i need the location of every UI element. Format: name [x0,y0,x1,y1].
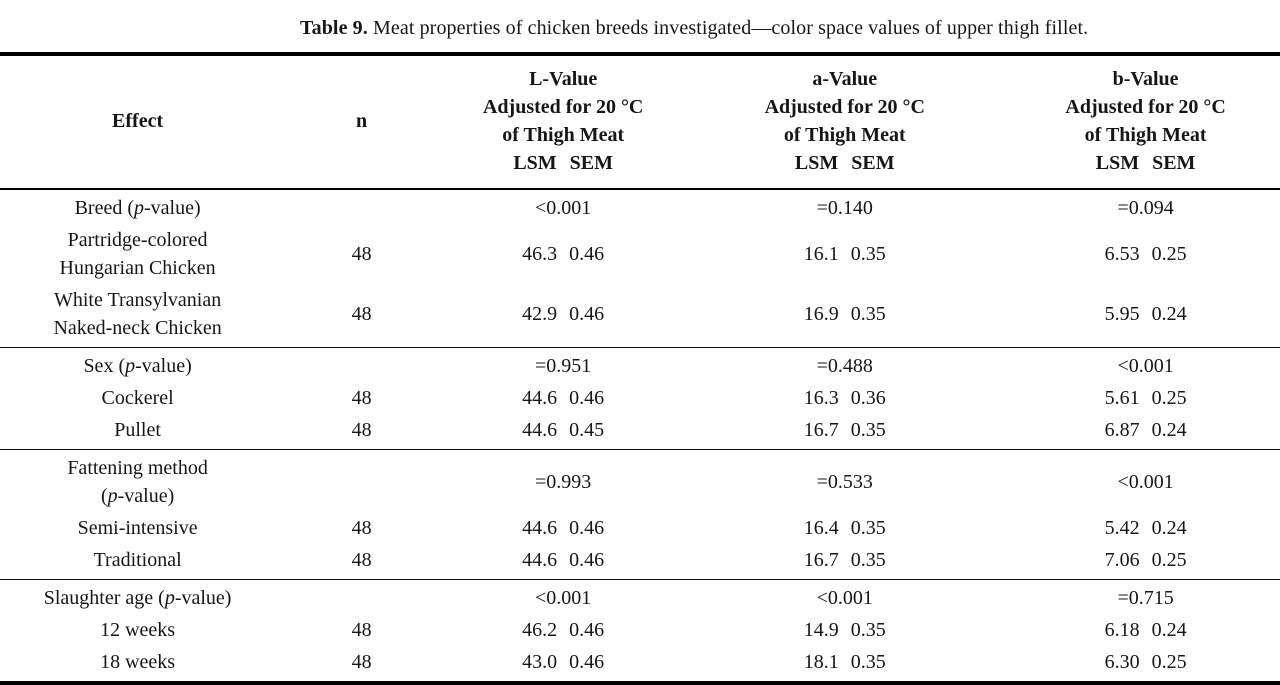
b-cell: 6.53 0.25 [1104,243,1187,265]
table-row-sex-pvalue: Sex (p-value) =0.951 =0.488 <0.001 [0,348,1280,383]
a-pvalue-cell: =0.533 [816,471,873,493]
table-row-semi-intensive: Semi-intensive 48 44.6 0.46 16.4 0.35 5.42… [0,512,1280,544]
n-cell: 48 [351,619,372,641]
a-cell: 16.4 0.35 [803,517,886,539]
effect-cell: Pullet [114,419,161,441]
l-cell: 46.3 0.46 [522,243,605,265]
l-pvalue-cell: <0.001 [535,587,592,609]
table-row-naked-neck: White Transylvanian Naked-neck Chicken 4… [0,284,1280,348]
col-header-b-sub1: Adjusted for 20 °C [1065,96,1226,118]
n-cell: 48 [351,549,372,571]
effect-cell: 12 weeks [100,619,176,641]
n-cell [275,580,448,615]
b-cell: 5.42 0.24 [1104,517,1187,539]
a-cell: 16.7 0.35 [803,419,886,441]
a-pvalue-cell: <0.001 [816,587,873,609]
b-cell: 6.30 0.25 [1104,651,1187,673]
l-cell: 44.6 0.46 [522,549,605,571]
col-header-b-sub2: of Thigh Meat [1084,124,1207,146]
n-cell: 48 [351,243,372,265]
table-row-18-weeks: 18 weeks 48 43.0 0.46 18.1 0.35 6.30 0.25 [0,646,1280,683]
col-header-effect: Effect [0,54,276,190]
a-pvalue-cell: =0.140 [816,197,873,219]
n-cell: 48 [351,387,372,409]
col-header-b-value: b-Value Adjusted for 20 °C of Thigh Meat… [1011,54,1280,190]
l-cell: 43.0 0.46 [522,651,605,673]
l-cell: 42.9 0.46 [522,303,605,325]
n-cell [275,450,448,513]
table-row-cockerel: Cockerel 48 44.6 0.46 16.3 0.36 5.61 0.25 [0,382,1280,414]
table-header: Effect n L-Value Adjusted for 20 °C of T… [0,54,1280,190]
a-pvalue-cell: =0.488 [816,355,873,377]
col-header-l-name: L-Value [529,68,598,90]
effect-cell: Breed (p-value) [74,197,201,219]
n-cell: 48 [351,651,372,673]
table-caption-label: Table 9. [300,17,368,39]
table-row-traditional: Traditional 48 44.6 0.46 16.7 0.35 7.06 0.2… [0,544,1280,580]
meat-properties-table: Effect n L-Value Adjusted for 20 °C of T… [0,52,1280,685]
table-caption: Table 9. Meat properties of chicken bree… [0,0,1280,52]
col-header-a-sub1: Adjusted for 20 °C [764,96,925,118]
l-cell: 44.6 0.46 [522,387,605,409]
col-header-n: n [275,54,448,190]
effect-cell: Traditional [93,549,182,571]
a-cell: 16.1 0.35 [803,243,886,265]
a-cell: 16.7 0.35 [803,549,886,571]
l-pvalue-cell: =0.993 [535,471,592,493]
table-row-slaughter-pvalue: Slaughter age (p-value) <0.001 <0.001 =0… [0,580,1280,615]
b-pvalue-cell: =0.715 [1117,587,1174,609]
table-caption-text: Meat properties of chicken breeds invest… [372,17,1089,39]
col-header-l-sub2: of Thigh Meat [502,124,625,146]
col-header-b-name: b-Value [1112,68,1179,90]
effect-cell: Sex (p-value) [83,355,192,377]
n-cell: 48 [351,517,372,539]
effect-cell: Slaughter age (p-value) [43,587,232,609]
header-row: Effect n L-Value Adjusted for 20 °C of T… [0,54,1280,190]
table-row-partridge: Partridge-colored Hungarian Chicken 48 4… [0,224,1280,284]
b-cell: 6.18 0.24 [1104,619,1187,641]
n-cell [275,189,448,224]
section-slaughter-age: Slaughter age (p-value) <0.001 <0.001 =0… [0,579,1280,684]
table-row-breed-pvalue: Breed (p-value) <0.001 =0.140 =0.094 [0,189,1280,224]
a-cell: 14.9 0.35 [803,619,886,641]
col-header-l-sub1: Adjusted for 20 °C [482,96,644,118]
col-header-a-stats: LSM SEM [794,152,895,174]
effect-cell: Partridge-colored Hungarian Chicken [59,229,216,279]
l-cell: 46.2 0.46 [522,619,605,641]
col-header-a-value: a-Value Adjusted for 20 °C of Thigh Meat… [678,54,1012,190]
n-cell [275,348,448,383]
col-header-l-stats: LSM SEM [513,152,614,174]
a-cell: 16.3 0.36 [803,387,886,409]
n-cell: 48 [351,419,372,441]
section-sex: Sex (p-value) =0.951 =0.488 <0.001 Cocke… [0,347,1280,450]
section-fattening-method: Fattening method (p-value) =0.993 =0.533… [0,449,1280,580]
table-row-12-weeks: 12 weeks 48 46.2 0.46 14.9 0.35 6.18 0.24 [0,614,1280,646]
b-cell: 7.06 0.25 [1104,549,1187,571]
table-row-pullet: Pullet 48 44.6 0.45 16.7 0.35 6.87 0.24 [0,414,1280,450]
l-pvalue-cell: =0.951 [535,355,592,377]
b-pvalue-cell: <0.001 [1117,471,1174,493]
l-cell: 44.6 0.45 [522,419,605,441]
b-pvalue-cell: =0.094 [1117,197,1174,219]
effect-cell: Cockerel [101,387,174,409]
a-cell: 18.1 0.35 [803,651,886,673]
l-cell: 44.6 0.46 [522,517,605,539]
b-cell: 5.61 0.25 [1104,387,1187,409]
l-pvalue-cell: <0.001 [535,197,592,219]
effect-cell: Fattening method (p-value) [67,457,208,507]
b-cell: 6.87 0.24 [1104,419,1187,441]
table-row-fattening-pvalue: Fattening method (p-value) =0.993 =0.533… [0,450,1280,513]
b-cell: 5.95 0.24 [1104,303,1187,325]
col-header-a-name: a-Value [812,68,878,90]
effect-cell: Semi-intensive [77,517,198,539]
a-cell: 16.9 0.35 [803,303,886,325]
section-breed: Breed (p-value) <0.001 =0.140 =0.094 Par… [0,189,1280,348]
n-cell: 48 [351,303,372,325]
effect-cell: White Transylvanian Naked-neck Chicken [53,289,222,339]
b-pvalue-cell: <0.001 [1117,355,1174,377]
effect-cell: 18 weeks [100,651,176,673]
col-header-b-stats: LSM SEM [1095,152,1196,174]
col-header-a-sub2: of Thigh Meat [783,124,906,146]
col-header-l-value: L-Value Adjusted for 20 °C of Thigh Meat… [447,54,679,190]
